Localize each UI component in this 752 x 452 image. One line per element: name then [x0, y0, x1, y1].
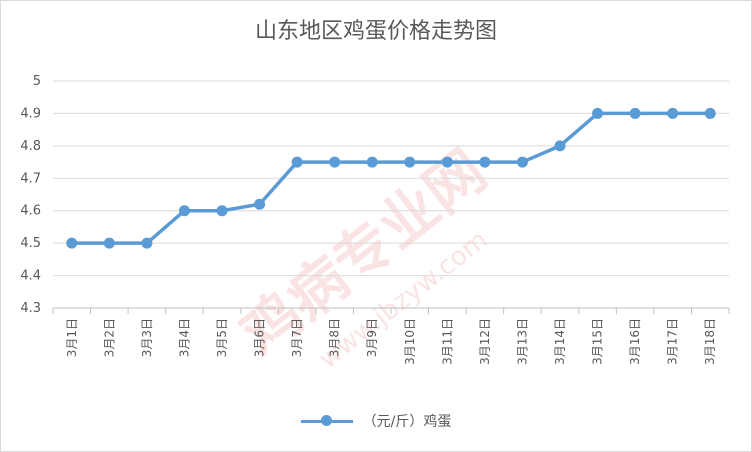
data-point	[704, 107, 716, 119]
x-tick-label: 3月15日	[591, 318, 605, 365]
x-tick-label: 3月11日	[440, 318, 454, 365]
data-point	[103, 237, 115, 249]
data-point	[66, 237, 78, 249]
data-point	[366, 156, 378, 168]
x-tick-label: 3月5日	[215, 318, 229, 357]
data-point	[404, 156, 416, 168]
y-tick-label: 4.9	[20, 106, 41, 121]
data-point	[667, 107, 679, 119]
x-tick-label: 3月18日	[703, 318, 717, 365]
x-tick-label: 3月2日	[102, 318, 116, 357]
x-tick-label: 3月16日	[628, 318, 642, 365]
y-tick-label: 4.5	[20, 236, 41, 251]
legend: （元/斤）鸡蛋	[1, 411, 751, 431]
plot-area: 4.3 4.4 4.5 4.6 4.7 4.8 4.9 5 3月1日 3月2日 3月3日 3月4日 3月…	[20, 74, 730, 365]
x-tick-label: 3月17日	[666, 318, 680, 365]
data-point	[141, 237, 153, 249]
legend-label: （元/斤）鸡蛋	[362, 414, 452, 430]
x-tick-label: 3月4日	[177, 318, 191, 357]
data-point	[592, 107, 604, 119]
x-tick-label: 3月6日	[253, 318, 267, 357]
y-tick-label: 4.6	[20, 204, 41, 219]
x-tick-label: 3月14日	[553, 318, 567, 365]
x-tick-label: 3月1日	[65, 318, 79, 357]
data-point	[254, 198, 266, 210]
legend-marker	[300, 411, 353, 431]
data-point	[329, 156, 341, 168]
x-tick-label: 3月7日	[290, 318, 304, 357]
x-tick-label: 3月8日	[328, 318, 342, 357]
data-point	[554, 140, 566, 152]
x-tick-label: 3月9日	[365, 318, 379, 357]
x-tick-label: 3月12日	[478, 318, 492, 365]
y-tick-label: 5	[33, 74, 41, 89]
y-tick-label: 4.4	[20, 269, 41, 284]
data-point	[216, 205, 228, 217]
chart-title: 山东地区鸡蛋价格走势图	[254, 19, 497, 44]
data-point	[441, 156, 453, 168]
y-tick-label: 4.3	[20, 301, 41, 316]
y-tick-label: 4.7	[20, 171, 41, 186]
data-point	[479, 156, 491, 168]
x-tick-label: 3月3日	[140, 318, 154, 357]
data-point	[629, 107, 641, 119]
y-tick-label: 4.8	[20, 139, 41, 154]
data-point	[291, 156, 303, 168]
data-point	[516, 156, 528, 168]
x-tick-label: 3月13日	[515, 318, 529, 365]
series-line	[71, 111, 711, 245]
data-point	[178, 205, 190, 217]
x-tick-label: 3月10日	[403, 318, 417, 365]
